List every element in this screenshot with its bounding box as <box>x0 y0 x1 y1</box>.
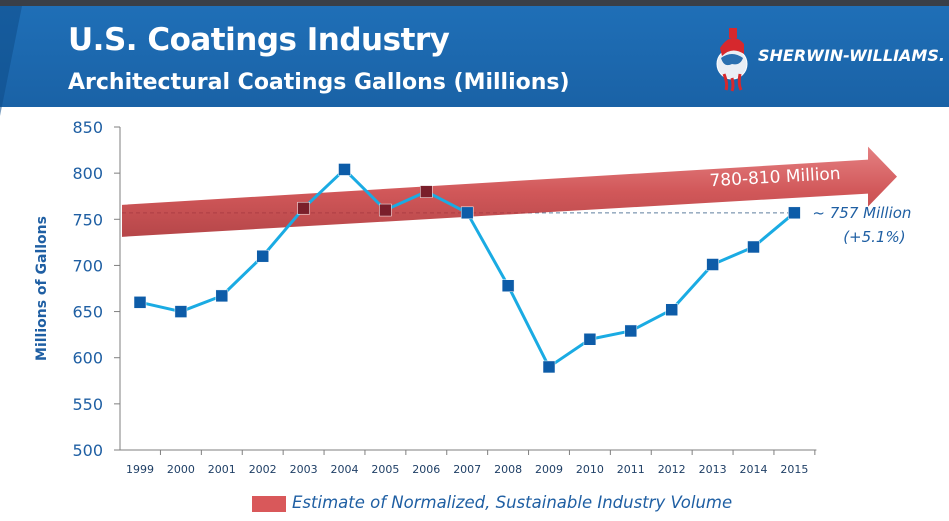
header-accent <box>0 6 22 116</box>
x-tick-label: 2014 <box>740 463 768 476</box>
data-point <box>297 201 310 215</box>
x-tick-label: 2008 <box>494 463 522 476</box>
slide-title: U.S. Coatings Industry <box>68 22 450 58</box>
y-tick-label: 700 <box>72 256 103 275</box>
data-point <box>583 333 597 346</box>
band-arrow <box>122 146 897 237</box>
data-point <box>174 305 188 318</box>
data-point <box>501 279 515 292</box>
x-tick-label: 2007 <box>453 463 481 476</box>
data-point <box>420 185 433 198</box>
annotation-value: ~ 757 Million <box>812 204 911 222</box>
data-point <box>338 163 351 176</box>
data-point <box>788 206 801 220</box>
x-tick-label: 2005 <box>371 463 399 476</box>
data-point <box>624 324 638 338</box>
top-border <box>0 0 949 6</box>
x-tick-label: 2002 <box>249 463 277 476</box>
data-point <box>215 289 229 303</box>
y-tick-label: 800 <box>72 164 103 183</box>
x-tick-label: 2012 <box>658 463 686 476</box>
line-chart: 500 550 600 650 700 750 800 850 1999 2000 2001 2002… <box>34 118 911 476</box>
sherwin-williams-logo: SHERWIN-WILLIAMS. <box>714 24 945 92</box>
x-tick-label: 1999 <box>126 463 154 476</box>
data-point <box>542 360 556 374</box>
legend-swatch <box>252 496 286 512</box>
slide-subtitle: Architectural Coatings Gallons (Millions… <box>68 70 570 95</box>
x-tick-label: 2004 <box>331 463 359 476</box>
data-point <box>460 206 474 220</box>
data-point <box>379 203 392 217</box>
cover-the-earth-logo-icon <box>716 28 748 92</box>
legend-label: Estimate of Normalized, Sustainable Indu… <box>292 493 733 512</box>
x-tick-label: 2003 <box>290 463 318 476</box>
y-tick-label: 550 <box>72 395 103 414</box>
y-tick-label: 500 <box>72 441 103 460</box>
x-tick-label: 2010 <box>576 463 604 476</box>
annotation-change: (+5.1%) <box>843 228 905 246</box>
x-tick-label: 2013 <box>699 463 727 476</box>
y-axis-title: Millions of Gallons <box>34 216 50 361</box>
x-tick-label: 2009 <box>535 463 563 476</box>
data-point <box>706 258 719 271</box>
data-point <box>665 303 678 316</box>
data-point <box>256 249 269 263</box>
x-tick-label: 2015 <box>780 463 808 476</box>
y-tick-label: 850 <box>72 118 103 137</box>
y-tick-label: 650 <box>72 303 103 322</box>
x-tick-label: 2001 <box>208 463 236 476</box>
data-point <box>747 240 760 254</box>
slide-header <box>0 6 949 107</box>
y-tick-label: 750 <box>72 210 103 229</box>
x-tick-label: 2006 <box>412 463 440 476</box>
x-tick-label: 2011 <box>617 463 645 476</box>
x-tick-label: 2000 <box>167 463 195 476</box>
logo-wordmark: SHERWIN-WILLIAMS. <box>758 46 945 65</box>
y-tick-label: 600 <box>72 349 103 368</box>
data-point <box>133 296 147 309</box>
